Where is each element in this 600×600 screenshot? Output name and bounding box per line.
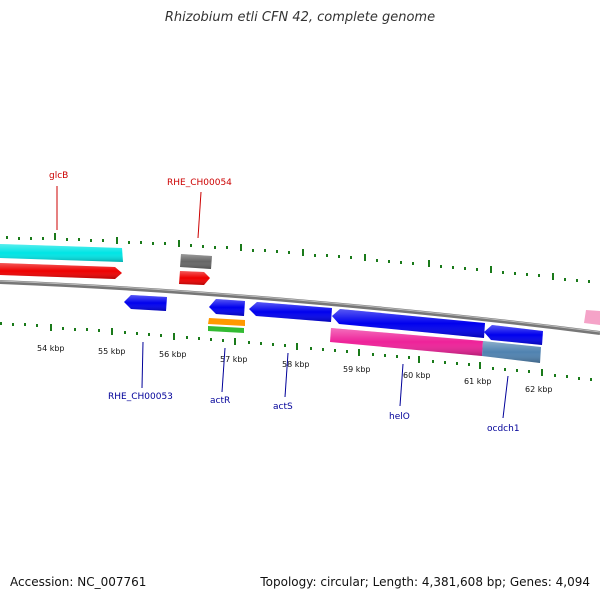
- genome-stats-text: Topology: circular; Length: 4,381,608 bp…: [260, 575, 590, 589]
- gene-pink[interactable]: [330, 328, 483, 356]
- gene-glcB[interactable]: [0, 244, 123, 262]
- leader-helO: [399, 363, 404, 407]
- label-helO[interactable]: helO: [389, 412, 410, 422]
- scale-label-60: 60 kbp: [403, 371, 431, 380]
- scale-label-54: 54 kbp: [37, 344, 65, 353]
- leader-actR: [221, 347, 226, 393]
- gene-ocdch1[interactable]: [482, 341, 541, 363]
- leader-actS: [284, 352, 289, 398]
- gene-green[interactable]: [208, 326, 244, 333]
- gene-helO[interactable]: [332, 309, 485, 338]
- scale-label-57: 57 kbp: [220, 355, 248, 364]
- label-glcB[interactable]: glcB: [49, 171, 68, 181]
- scale-label-58: 58 kbp: [282, 360, 310, 369]
- scale-label-61: 61 kbp: [464, 377, 492, 386]
- gene-orange[interactable]: [208, 318, 245, 326]
- gene-blue-right[interactable]: [484, 325, 543, 345]
- label-RHE_CH00053[interactable]: RHE_CH00053: [108, 392, 173, 402]
- gene-actR[interactable]: [209, 299, 245, 316]
- label-ocdch1[interactable]: ocdch1: [487, 424, 520, 434]
- leader-RHE_CH00053: [141, 341, 144, 389]
- scale-label-56: 56 kbp: [159, 350, 187, 359]
- scale-label-55: 55 kbp: [98, 347, 126, 356]
- upper-tick-row: [6, 233, 590, 283]
- gene-pink-right[interactable]: [584, 310, 600, 325]
- lower-tick-row: [0, 322, 592, 381]
- label-actS[interactable]: actS: [273, 402, 293, 412]
- scale-label-62: 62 kbp: [525, 385, 553, 394]
- label-actR[interactable]: actR: [210, 396, 230, 406]
- leader-RHE_CH00054: [197, 191, 202, 239]
- gene-RHE_CH00054[interactable]: [180, 254, 212, 269]
- gene-actS[interactable]: [249, 302, 332, 322]
- gene-RHE_CH00053[interactable]: [124, 295, 167, 311]
- gene-red-forward-1[interactable]: [0, 263, 122, 279]
- gene-red-forward-2[interactable]: [179, 271, 210, 285]
- accession-text: Accession: NC_007761: [10, 575, 147, 589]
- genome-backbone: [0, 280, 600, 335]
- map-title: Rhizobium etli CFN 42, complete genome: [164, 10, 436, 25]
- label-RHE_CH00054[interactable]: RHE_CH00054: [167, 178, 232, 188]
- leader-ocdch1: [502, 375, 509, 419]
- scale-label-59: 59 kbp: [343, 365, 371, 374]
